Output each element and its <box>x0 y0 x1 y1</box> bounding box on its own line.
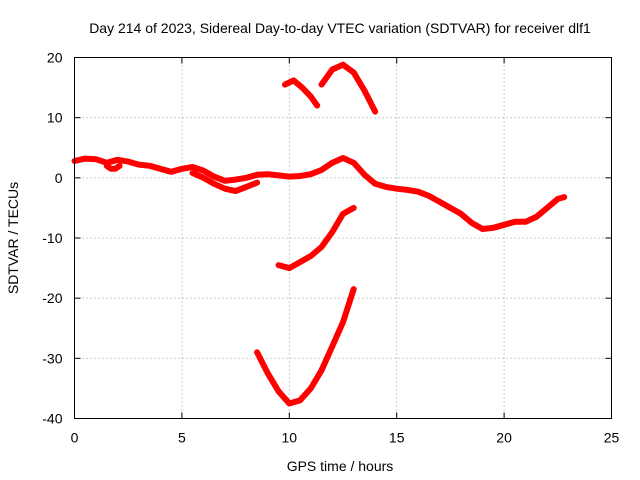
series-lower-band <box>189 170 261 195</box>
x-axis-label: GPS time / hours <box>287 458 394 474</box>
grid <box>74 57 612 419</box>
x-tick-label: 10 <box>282 430 298 446</box>
y-tick-label: 10 <box>47 110 63 126</box>
y-tick-label: -20 <box>42 290 62 306</box>
series-mid-segment <box>275 204 357 272</box>
series-main-band <box>71 155 568 232</box>
x-tick-label: 0 <box>71 430 79 446</box>
x-tick-label: 5 <box>178 430 186 446</box>
y-axis-label: SDTVAR / TECUs <box>5 182 21 294</box>
series-wiggle-band <box>103 162 123 172</box>
y-tick-label: -40 <box>42 411 62 427</box>
series-upper-arc <box>318 61 379 115</box>
series-lower-curve <box>254 286 357 407</box>
y-tick-label: -30 <box>42 350 62 366</box>
x-tick-label: 25 <box>604 430 620 446</box>
y-tick-label: 0 <box>55 170 63 186</box>
ticks: 0 5 10 15 20 25 -40 -30 -20 -10 0 10 20 <box>42 50 619 446</box>
x-tick-label: 15 <box>389 430 405 446</box>
x-tick-label: 20 <box>496 430 512 446</box>
chart-title: Day 214 of 2023, Sidereal Day-to-day VTE… <box>89 20 591 36</box>
series-upper-short <box>282 77 321 109</box>
y-tick-label: 20 <box>47 50 63 66</box>
series-group <box>71 61 568 407</box>
y-tick-label: -10 <box>42 230 62 246</box>
